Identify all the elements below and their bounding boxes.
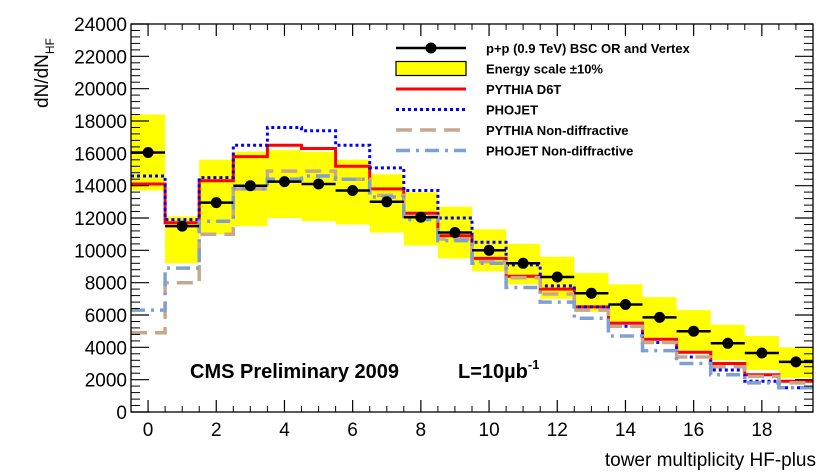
data-point-6 <box>347 185 359 196</box>
data-point-18 <box>756 347 768 359</box>
legend-label-band: Energy scale ±10% <box>486 62 603 77</box>
legend-label-points: p+p (0.9 TeV) BSC OR and Vertex <box>486 41 691 56</box>
data-point-12 <box>551 271 563 283</box>
cms-preliminary-annotation: CMS Preliminary 2009 <box>190 361 399 383</box>
data-point-9 <box>449 227 461 238</box>
axes: 0200040006000800010000120001400016000180… <box>74 15 814 441</box>
x-tick-label-1: 2 <box>211 420 222 441</box>
legend-marker-point-data <box>425 42 437 54</box>
band-bin-2 <box>199 159 234 235</box>
data-point-7 <box>381 196 393 208</box>
legend: p+p (0.9 TeV) BSC OR and Vertex Energy sc… <box>395 41 691 159</box>
luminosity-annotation: L=10µb-1 <box>458 357 539 383</box>
legend-label-dotted: PHOJET <box>486 103 538 118</box>
data-point-0 <box>142 147 154 158</box>
y-tick-label-4: 8000 <box>85 274 127 295</box>
y-tick-label-11: 22000 <box>74 47 127 68</box>
data-point-16 <box>688 325 700 337</box>
data-point-13 <box>585 287 597 299</box>
data-point-5 <box>313 178 325 190</box>
x-tick-label-0: 0 <box>143 420 154 441</box>
y-tick-label-6: 12000 <box>74 209 127 230</box>
data-point-4 <box>279 176 290 188</box>
y-tick-label-8: 16000 <box>74 144 127 165</box>
data-point-11 <box>517 257 529 269</box>
luminosity-text: L=10µb <box>458 361 528 383</box>
data-point-10 <box>483 244 495 256</box>
y-tick-label-2: 4000 <box>85 338 127 359</box>
legend-label-dashdot: PHOJET Non-diffractive <box>486 144 633 159</box>
data-point-15 <box>654 311 666 323</box>
x-tick-label-8: 16 <box>683 420 704 441</box>
x-axis-title: tower multiplicity HF-plus <box>605 450 816 471</box>
x-tick-label-2: 4 <box>279 420 290 441</box>
y-tick-label-0: 0 <box>116 403 127 424</box>
y-tick-label-1: 2000 <box>85 371 127 392</box>
y-axis-title: dN/dNHF <box>32 38 57 108</box>
x-tick-label-7: 14 <box>615 420 637 441</box>
x-tick-label-5: 10 <box>479 420 500 441</box>
x-tick-label-4: 8 <box>416 420 427 441</box>
data-points <box>131 147 813 368</box>
y-tick-label-7: 14000 <box>74 177 127 198</box>
legend-label-solid: PYTHIA D6T <box>486 82 561 97</box>
histogram-line-dashed-2 <box>131 169 813 385</box>
data-point-1 <box>176 220 188 232</box>
legend-label-dashed: PYTHIA Non-diffractive <box>486 123 629 138</box>
x-tick-label-6: 12 <box>547 420 568 441</box>
data-point-19 <box>790 356 802 368</box>
y-tick-label-12: 24000 <box>74 15 127 36</box>
data-point-3 <box>244 180 256 192</box>
y-axis-title-main: dN/dN <box>32 54 53 108</box>
y-tick-label-9: 18000 <box>74 112 127 133</box>
legend-marker-band <box>395 60 467 77</box>
luminosity-exponent: -1 <box>528 357 540 372</box>
x-tick-label-9: 18 <box>751 420 772 441</box>
data-point-14 <box>620 299 631 310</box>
y-axis-title-subscript: HF <box>43 38 57 54</box>
y-tick-label-5: 10000 <box>74 241 127 262</box>
x-tick-label-3: 6 <box>347 420 358 441</box>
data-point-17 <box>722 337 734 349</box>
data-point-2 <box>210 197 222 209</box>
y-tick-label-10: 20000 <box>74 80 127 101</box>
y-tick-label-3: 6000 <box>85 306 127 327</box>
data-point-8 <box>415 211 427 223</box>
